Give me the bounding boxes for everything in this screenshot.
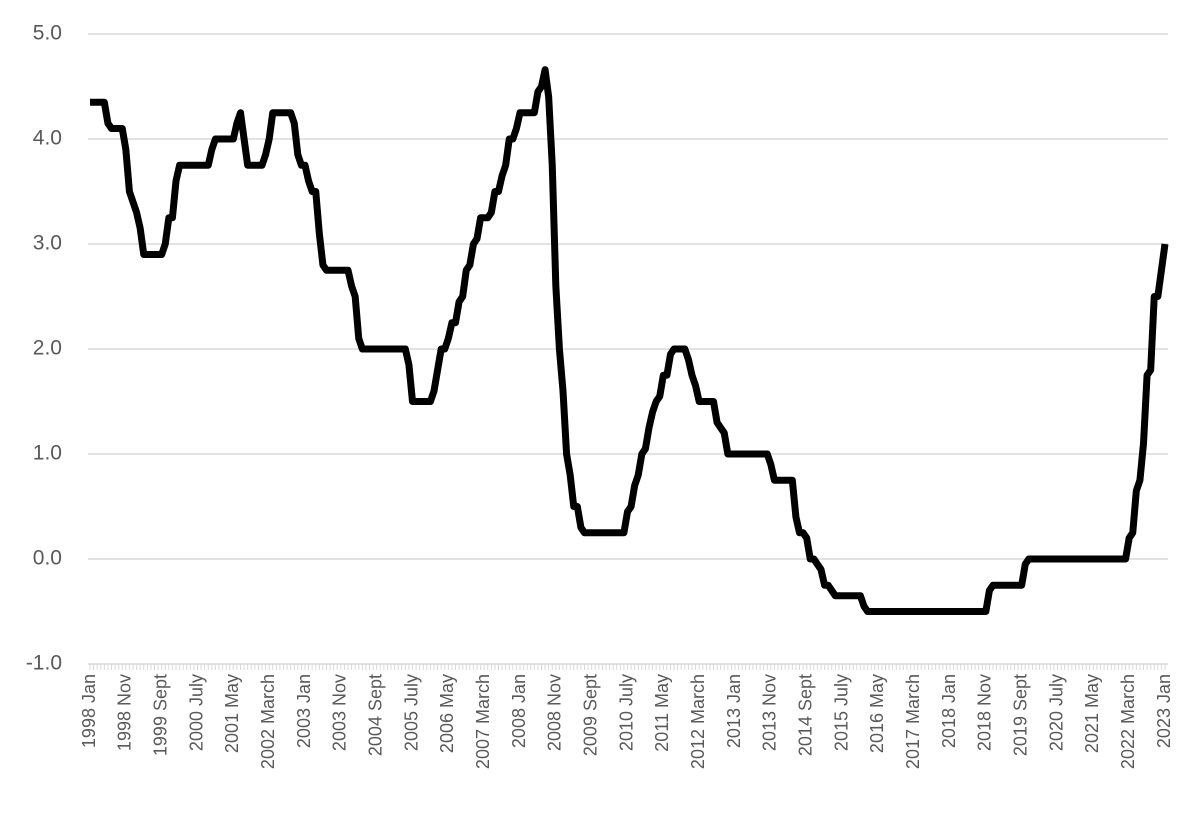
y-tick-label: 1.0 <box>33 442 62 465</box>
x-tick-label: 2006 May <box>437 674 457 753</box>
x-tick-label: 2012 March <box>688 674 708 769</box>
x-tick-label: 2003 Jan <box>294 674 314 748</box>
x-tick-label: 2013 Jan <box>724 674 744 748</box>
x-tick-label: 2017 March <box>903 674 923 769</box>
x-tick-label: 1998 Jan <box>79 674 99 748</box>
y-tick-label: 3.0 <box>33 232 62 255</box>
x-tick-label: 2009 Sept <box>580 674 600 756</box>
x-tick-label: 1998 Nov <box>115 674 135 751</box>
x-tick-label: 2011 May <box>652 674 672 752</box>
x-tick-label: 2021 May <box>1082 674 1102 753</box>
x-tick-label: 2010 July <box>616 674 636 751</box>
x-tick-label: 2018 Jan <box>939 674 959 748</box>
x-tick-label: 2023 Jan <box>1154 674 1174 748</box>
x-tick-label: 2019 Sept <box>1010 674 1030 756</box>
x-tick-label: 2022 March <box>1118 674 1138 769</box>
x-tick-label: 2013 Nov <box>760 674 780 751</box>
x-tick-label: 2018 Nov <box>975 674 995 751</box>
x-tick-label: 1999 Sept <box>150 674 170 756</box>
x-tick-label: 2001 May <box>222 674 242 753</box>
x-tick-label: 2014 Sept <box>795 674 815 756</box>
x-tick-label: 2002 March <box>258 674 278 769</box>
x-tick-label: 2005 July <box>401 674 421 751</box>
x-tick-label: 2003 Nov <box>330 674 350 751</box>
y-tick-label: 0.0 <box>33 547 62 570</box>
x-tick-label: 2020 July <box>1046 674 1066 751</box>
y-tick-label: 5.0 <box>33 22 62 45</box>
y-tick-label: -1.0 <box>26 652 62 675</box>
x-tick-label: 2016 May <box>867 674 887 753</box>
x-tick-label: 2015 July <box>831 674 851 751</box>
x-tick-label: 2008 Nov <box>545 674 565 751</box>
x-tick-label: 2000 July <box>186 674 206 751</box>
y-tick-label: 4.0 <box>33 127 62 150</box>
x-tick-label: 2008 Jan <box>509 674 529 748</box>
x-tick-label: 2007 March <box>473 674 493 769</box>
y-tick-label: 2.0 <box>33 337 62 360</box>
line <box>90 66 1169 615</box>
x-tick-label: 2004 Sept <box>365 674 385 756</box>
